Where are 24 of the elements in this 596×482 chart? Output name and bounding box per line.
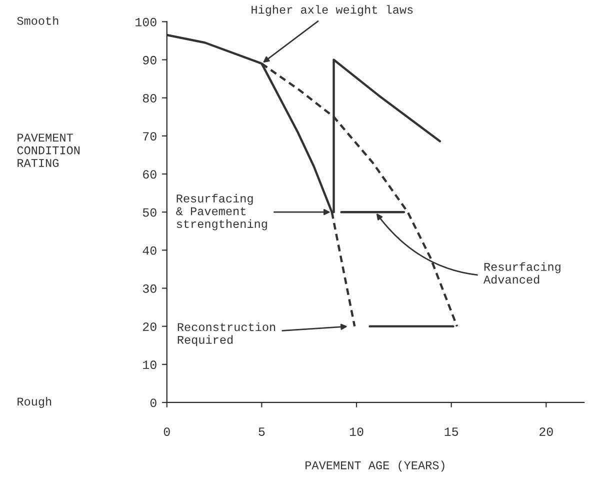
x-tick-label: 20 [540, 427, 553, 436]
x-tick-label: 5 [258, 428, 265, 436]
text: Smooth [17, 16, 58, 25]
x-tick-label: 15 [444, 428, 458, 436]
y-tick-label: 80 [142, 94, 156, 102]
y-tick-label: 60 [143, 170, 156, 179]
x-tick-label: 10 [350, 427, 364, 436]
text: Rough [18, 396, 52, 408]
annotation: Reconstruction Required [178, 322, 276, 346]
y-axis-title: PAVEMENT CONDITION RATING [17, 134, 80, 168]
y-tick-label: 70 [143, 132, 156, 141]
y-tick-label: 0 [150, 398, 156, 408]
y-tick-label: 20 [143, 322, 156, 331]
y-tick-label: 40 [142, 246, 156, 255]
y-tick-label: 30 [142, 284, 156, 293]
y-tick-label: 50 [142, 208, 156, 217]
annotation: Resurfacing & Pavement strengthening [176, 194, 267, 230]
y-tick-label: 90 [143, 56, 156, 64]
annotation: Higher axle weight laws [252, 5, 413, 16]
y-tick-label: 100 [136, 18, 156, 26]
y-tick-label: 10 [143, 360, 156, 370]
x-tick-label: 0 [164, 427, 170, 436]
x-axis-title: PAVEMENT AGE (YEARS) [306, 460, 444, 472]
annotation: Resurfacing Advanced [483, 262, 560, 284]
